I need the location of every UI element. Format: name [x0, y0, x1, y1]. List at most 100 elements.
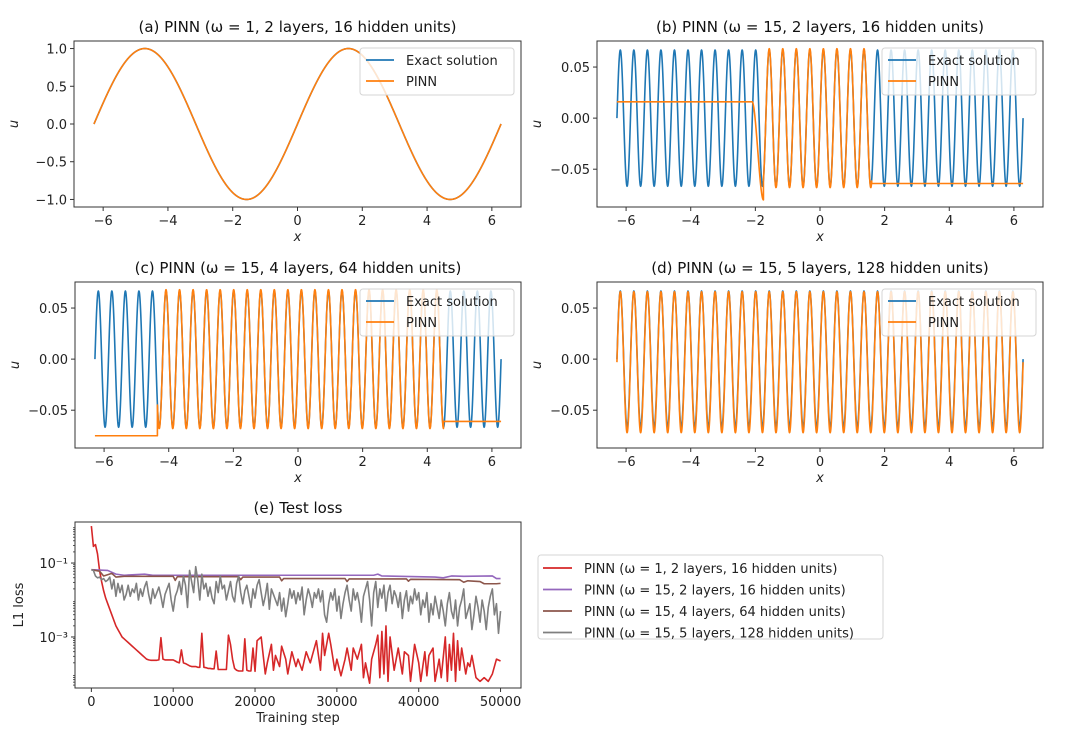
y-tick-label: 0.00 — [561, 112, 590, 127]
axes-frame — [73, 40, 522, 208]
x-tick-label: −4 — [681, 214, 700, 229]
series-line-2 — [94, 288, 502, 437]
x-tick-label: 30000 — [316, 695, 357, 710]
panel-title: (e) Test loss — [254, 499, 343, 517]
x-tick-label: 0 — [816, 455, 824, 470]
plot-area — [616, 47, 1024, 201]
legend-label: Exact solution — [928, 295, 1020, 310]
y-axis-label: u — [8, 361, 23, 369]
x-tick-label: 4 — [423, 455, 431, 470]
legend-label: Exact solution — [406, 295, 498, 310]
x-axis-label: Training step — [255, 711, 340, 726]
x-tick-label: 6 — [1010, 214, 1018, 229]
axes-frame — [596, 281, 1044, 449]
series-line-2 — [616, 290, 1024, 434]
y-tick-label: −0.5 — [35, 156, 67, 171]
plot-area — [90, 525, 502, 684]
x-tick-label: −4 — [159, 455, 178, 470]
legend-label: PINN — [406, 75, 437, 90]
y-tick-label: 0.0 — [46, 118, 67, 133]
panel-d: (d) PINN (ω = 15, 5 layers, 128 hidden u… — [530, 259, 1044, 486]
legend-label: PINN (ω = 15, 5 layers, 128 hidden units… — [584, 627, 854, 642]
legend-box — [359, 288, 515, 337]
legend-label: PINN (ω = 15, 2 layers, 16 hidden units) — [584, 584, 846, 599]
series-line-2 — [616, 47, 1024, 201]
series-line-3 — [91, 568, 501, 585]
axes-frame — [596, 40, 1044, 208]
x-tick-label: 6 — [488, 455, 496, 470]
x-tick-label: −2 — [223, 214, 242, 229]
x-tick-label: −2 — [746, 455, 765, 470]
x-tick-label: 0 — [816, 214, 824, 229]
y-tick-label: 10⁻¹ — [39, 557, 68, 572]
legend-label: PINN — [406, 316, 437, 331]
y-tick-label: 0.05 — [561, 61, 590, 76]
y-tick-label: −0.05 — [550, 163, 590, 178]
series-line-2 — [93, 47, 502, 201]
y-tick-label: 0.05 — [39, 302, 68, 317]
x-axis-label: x — [293, 230, 302, 245]
legend: PINN (ω = 1, 2 layers, 16 hidden units) P… — [537, 554, 884, 642]
y-tick-label: −0.05 — [550, 404, 590, 419]
x-axis-label: x — [815, 230, 824, 245]
axes-frame — [74, 281, 522, 449]
y-tick-label: 1.0 — [46, 43, 67, 58]
x-tick-label: −2 — [224, 455, 243, 470]
y-tick-label: −1.0 — [35, 193, 67, 208]
y-tick-label: −0.05 — [28, 404, 68, 419]
legend-box — [881, 47, 1037, 96]
x-axis-label: x — [815, 471, 824, 486]
x-tick-label: 0 — [294, 455, 302, 470]
y-tick-label: 0.00 — [561, 353, 590, 368]
x-tick-label: 4 — [945, 214, 953, 229]
panel-title: (c) PINN (ω = 15, 4 layers, 64 hidden un… — [135, 259, 462, 277]
series-line-2 — [91, 568, 501, 580]
plot-area — [93, 47, 502, 201]
y-axis-label: u — [7, 120, 22, 128]
series-line-1 — [90, 525, 501, 684]
legend-label: Exact solution — [928, 54, 1020, 69]
y-axis-label: u — [530, 120, 545, 128]
y-tick-label: 0.5 — [46, 80, 67, 95]
panel-e: (e) Test loss 0 10000 20000 30000 40000 50000 1… — [12, 499, 884, 726]
legend-label: PINN — [928, 75, 959, 90]
x-tick-label: −6 — [617, 214, 636, 229]
y-axis-label: u — [530, 361, 545, 369]
legend-label: Exact solution — [406, 54, 498, 69]
plot-area — [616, 290, 1024, 434]
x-tick-label: 0 — [87, 695, 95, 710]
legend-box — [359, 47, 515, 96]
x-tick-label: 2 — [358, 214, 366, 229]
legend: Exact solution PINN — [881, 288, 1037, 337]
y-tick-label: 10⁻³ — [39, 631, 68, 646]
y-axis-label: L1 loss — [12, 582, 27, 627]
panel-c: (c) PINN (ω = 15, 4 layers, 64 hidden un… — [8, 259, 522, 486]
x-axis-label: x — [293, 471, 302, 486]
x-tick-label: 2 — [880, 455, 888, 470]
x-tick-label: −6 — [95, 455, 114, 470]
legend: Exact solution PINN — [359, 47, 515, 96]
x-tick-label: 50000 — [480, 695, 521, 710]
legend-box — [537, 554, 884, 640]
x-tick-label: 0 — [293, 214, 301, 229]
x-tick-label: 4 — [423, 214, 431, 229]
x-tick-label: 40000 — [398, 695, 439, 710]
x-tick-label: −6 — [617, 455, 636, 470]
axes-frame — [74, 521, 522, 689]
panel-title: (d) PINN (ω = 15, 5 layers, 128 hidden u… — [651, 259, 988, 277]
x-tick-label: 20000 — [234, 695, 275, 710]
legend-label: PINN (ω = 1, 2 layers, 16 hidden units) — [584, 562, 837, 577]
x-tick-label: −4 — [158, 214, 177, 229]
x-tick-label: 2 — [358, 455, 366, 470]
series-line-4 — [91, 565, 502, 635]
legend: Exact solution PINN — [881, 47, 1037, 96]
legend: Exact solution PINN — [359, 288, 515, 337]
panel-title: (b) PINN (ω = 15, 2 layers, 16 hidden un… — [656, 18, 984, 36]
y-tick-label: 0.05 — [561, 302, 590, 317]
panel-a: (a) PINN (ω = 1, 2 layers, 16 hidden uni… — [7, 18, 522, 245]
x-tick-label: −6 — [94, 214, 113, 229]
x-tick-label: 6 — [1010, 455, 1018, 470]
x-tick-label: 6 — [488, 214, 496, 229]
legend-box — [881, 288, 1037, 337]
